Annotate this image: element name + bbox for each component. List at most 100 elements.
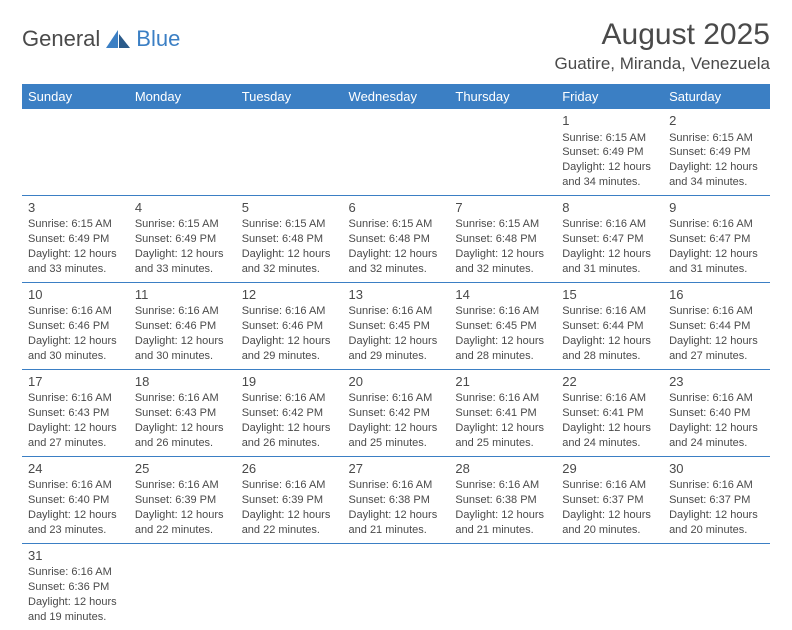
day-number: 2 (669, 112, 764, 130)
day-number: 22 (562, 373, 657, 391)
calendar-cell: 14Sunrise: 6:16 AMSunset: 6:45 PMDayligh… (449, 282, 556, 369)
sunset-text: Sunset: 6:41 PM (562, 406, 657, 421)
daylight-text: Daylight: 12 hours and 32 minutes. (242, 247, 337, 277)
day-number: 28 (455, 460, 550, 478)
day-number: 17 (28, 373, 123, 391)
sunset-text: Sunset: 6:37 PM (562, 493, 657, 508)
logo-sail-icon (104, 28, 132, 50)
daylight-text: Daylight: 12 hours and 21 minutes. (349, 508, 444, 538)
daylight-text: Daylight: 12 hours and 26 minutes. (135, 421, 230, 451)
weekday-header: Tuesday (236, 84, 343, 109)
daylight-text: Daylight: 12 hours and 21 minutes. (455, 508, 550, 538)
sunset-text: Sunset: 6:39 PM (242, 493, 337, 508)
sunset-text: Sunset: 6:48 PM (242, 232, 337, 247)
calendar-cell: 27Sunrise: 6:16 AMSunset: 6:38 PMDayligh… (343, 456, 450, 543)
daylight-text: Daylight: 12 hours and 22 minutes. (135, 508, 230, 538)
daylight-text: Daylight: 12 hours and 27 minutes. (28, 421, 123, 451)
calendar-row: 31Sunrise: 6:16 AMSunset: 6:36 PMDayligh… (22, 543, 770, 629)
daylight-text: Daylight: 12 hours and 20 minutes. (669, 508, 764, 538)
logo-text-dark: General (22, 26, 100, 52)
sunset-text: Sunset: 6:42 PM (349, 406, 444, 421)
day-number: 18 (135, 373, 230, 391)
month-title: August 2025 (555, 18, 770, 52)
sunrise-text: Sunrise: 6:16 AM (28, 478, 123, 493)
sunrise-text: Sunrise: 6:16 AM (669, 217, 764, 232)
calendar-row: 24Sunrise: 6:16 AMSunset: 6:40 PMDayligh… (22, 456, 770, 543)
calendar-cell: 20Sunrise: 6:16 AMSunset: 6:42 PMDayligh… (343, 369, 450, 456)
sunrise-text: Sunrise: 6:15 AM (28, 217, 123, 232)
day-number: 29 (562, 460, 657, 478)
sunset-text: Sunset: 6:42 PM (242, 406, 337, 421)
calendar-cell: 7Sunrise: 6:15 AMSunset: 6:48 PMDaylight… (449, 195, 556, 282)
day-number: 7 (455, 199, 550, 217)
daylight-text: Daylight: 12 hours and 24 minutes. (562, 421, 657, 451)
sunrise-text: Sunrise: 6:16 AM (349, 304, 444, 319)
daylight-text: Daylight: 12 hours and 25 minutes. (349, 421, 444, 451)
sunset-text: Sunset: 6:46 PM (242, 319, 337, 334)
calendar-cell: 15Sunrise: 6:16 AMSunset: 6:44 PMDayligh… (556, 282, 663, 369)
sunset-text: Sunset: 6:47 PM (562, 232, 657, 247)
calendar-cell: 5Sunrise: 6:15 AMSunset: 6:48 PMDaylight… (236, 195, 343, 282)
daylight-text: Daylight: 12 hours and 32 minutes. (349, 247, 444, 277)
calendar-cell (343, 543, 450, 629)
daylight-text: Daylight: 12 hours and 32 minutes. (455, 247, 550, 277)
calendar-cell (129, 109, 236, 195)
sunrise-text: Sunrise: 6:16 AM (242, 478, 337, 493)
day-number: 23 (669, 373, 764, 391)
sunrise-text: Sunrise: 6:16 AM (455, 391, 550, 406)
sunrise-text: Sunrise: 6:15 AM (562, 131, 657, 146)
calendar-cell: 19Sunrise: 6:16 AMSunset: 6:42 PMDayligh… (236, 369, 343, 456)
sunset-text: Sunset: 6:38 PM (455, 493, 550, 508)
calendar-cell: 10Sunrise: 6:16 AMSunset: 6:46 PMDayligh… (22, 282, 129, 369)
daylight-text: Daylight: 12 hours and 34 minutes. (562, 160, 657, 190)
sunrise-text: Sunrise: 6:16 AM (135, 478, 230, 493)
sunset-text: Sunset: 6:45 PM (349, 319, 444, 334)
daylight-text: Daylight: 12 hours and 27 minutes. (669, 334, 764, 364)
day-number: 21 (455, 373, 550, 391)
sunset-text: Sunset: 6:46 PM (28, 319, 123, 334)
calendar-row: 10Sunrise: 6:16 AMSunset: 6:46 PMDayligh… (22, 282, 770, 369)
sunrise-text: Sunrise: 6:16 AM (242, 391, 337, 406)
calendar-table: Sunday Monday Tuesday Wednesday Thursday… (22, 84, 770, 630)
weekday-header: Saturday (663, 84, 770, 109)
daylight-text: Daylight: 12 hours and 30 minutes. (135, 334, 230, 364)
sunset-text: Sunset: 6:49 PM (669, 145, 764, 160)
sunset-text: Sunset: 6:44 PM (669, 319, 764, 334)
calendar-row: 3Sunrise: 6:15 AMSunset: 6:49 PMDaylight… (22, 195, 770, 282)
daylight-text: Daylight: 12 hours and 33 minutes. (28, 247, 123, 277)
title-block: August 2025 Guatire, Miranda, Venezuela (555, 18, 770, 74)
location: Guatire, Miranda, Venezuela (555, 54, 770, 74)
sunrise-text: Sunrise: 6:16 AM (28, 391, 123, 406)
calendar-cell: 30Sunrise: 6:16 AMSunset: 6:37 PMDayligh… (663, 456, 770, 543)
sunrise-text: Sunrise: 6:16 AM (242, 304, 337, 319)
sunset-text: Sunset: 6:49 PM (28, 232, 123, 247)
calendar-cell (236, 109, 343, 195)
sunrise-text: Sunrise: 6:16 AM (455, 478, 550, 493)
calendar-cell: 25Sunrise: 6:16 AMSunset: 6:39 PMDayligh… (129, 456, 236, 543)
sunrise-text: Sunrise: 6:16 AM (562, 391, 657, 406)
day-number: 20 (349, 373, 444, 391)
calendar-cell: 1Sunrise: 6:15 AMSunset: 6:49 PMDaylight… (556, 109, 663, 195)
sunrise-text: Sunrise: 6:15 AM (242, 217, 337, 232)
day-number: 14 (455, 286, 550, 304)
sunset-text: Sunset: 6:43 PM (28, 406, 123, 421)
daylight-text: Daylight: 12 hours and 28 minutes. (455, 334, 550, 364)
logo: General Blue (22, 26, 180, 52)
sunrise-text: Sunrise: 6:16 AM (669, 478, 764, 493)
weekday-header: Monday (129, 84, 236, 109)
day-number: 24 (28, 460, 123, 478)
calendar-cell: 17Sunrise: 6:16 AMSunset: 6:43 PMDayligh… (22, 369, 129, 456)
daylight-text: Daylight: 12 hours and 30 minutes. (28, 334, 123, 364)
calendar-cell (449, 543, 556, 629)
calendar-cell: 12Sunrise: 6:16 AMSunset: 6:46 PMDayligh… (236, 282, 343, 369)
calendar-cell (22, 109, 129, 195)
sunrise-text: Sunrise: 6:16 AM (28, 565, 123, 580)
sunrise-text: Sunrise: 6:16 AM (669, 304, 764, 319)
daylight-text: Daylight: 12 hours and 24 minutes. (669, 421, 764, 451)
calendar-cell (449, 109, 556, 195)
day-number: 16 (669, 286, 764, 304)
sunset-text: Sunset: 6:46 PM (135, 319, 230, 334)
sunset-text: Sunset: 6:38 PM (349, 493, 444, 508)
calendar-row: 1Sunrise: 6:15 AMSunset: 6:49 PMDaylight… (22, 109, 770, 195)
logo-text-blue: Blue (136, 26, 180, 52)
